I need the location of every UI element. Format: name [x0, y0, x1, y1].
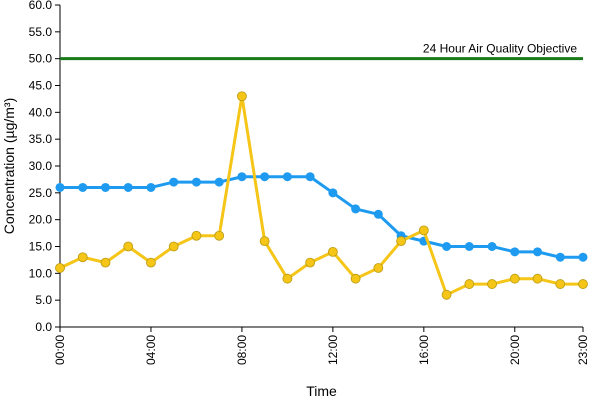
series-1-point: [305, 172, 315, 182]
series-2-point: [441, 289, 452, 300]
series-1-line: [60, 175, 583, 259]
series-1-point: [442, 242, 452, 251]
series-2-point: [305, 257, 316, 268]
series-1-point: [487, 242, 497, 251]
y-tick-label: 10.0: [29, 266, 53, 280]
series-1-point: [555, 252, 565, 262]
y-tick-label: 30.0: [29, 159, 53, 173]
y-tick-label: 0.0: [35, 320, 52, 334]
x-axis-ticks: 00:00 04:00 08:00 12:00 16:00 20:00 23:00: [53, 327, 590, 365]
series-2-point: [214, 230, 225, 241]
series-1-point: [510, 247, 520, 257]
series-2-point: [350, 273, 361, 284]
series-1-point: [533, 247, 543, 257]
x-axis-title: Time: [306, 383, 337, 399]
y-tick-label: 55.0: [29, 25, 53, 39]
series-2-point: [282, 273, 293, 284]
series-2-point: [373, 263, 384, 273]
x-tick-label: 04:00: [144, 335, 158, 365]
series-2-point: [259, 236, 270, 247]
series-1-point: [260, 172, 270, 182]
x-tick-label: 00:00: [53, 335, 67, 365]
series-1-point: [237, 172, 247, 182]
series-2-point: [327, 246, 338, 257]
series-1-point: [578, 252, 588, 262]
series-1-point: [191, 177, 201, 187]
series-1-point: [78, 182, 88, 192]
series-1-point: [55, 182, 65, 192]
series-1-point: [100, 182, 110, 192]
series-2-point: [168, 241, 179, 252]
series-layer: [55, 91, 588, 300]
series-2-point: [509, 273, 520, 284]
series-2-point: [578, 279, 588, 289]
series-2-point: [55, 263, 65, 273]
series-1-point: [282, 172, 292, 182]
y-axis-title: Concentration (µg/m³): [1, 98, 17, 234]
series-1-point: [328, 188, 338, 198]
series-2-line: [59, 94, 583, 297]
x-tick-label: 12:00: [326, 335, 340, 365]
series-1: [55, 172, 588, 262]
series-1-point: [214, 177, 224, 187]
series-1-point: [373, 209, 383, 219]
series-2-point: [418, 225, 429, 236]
y-tick-label: 60.0: [29, 0, 53, 12]
series-2-point: [146, 257, 156, 268]
series-2-point: [464, 279, 475, 289]
series-2-point: [532, 273, 543, 284]
series-2-point: [487, 279, 497, 289]
reference-line-label: 24 Hour Air Quality Objective: [423, 42, 577, 56]
series-2-point: [77, 252, 88, 263]
y-tick-label: 40.0: [29, 105, 53, 119]
x-tick-label: 08:00: [235, 335, 249, 365]
y-tick-label: 15.0: [29, 240, 53, 254]
series-2-point: [123, 241, 134, 252]
x-tick-label: 23:00: [576, 335, 590, 365]
y-tick-label: 50.0: [29, 52, 53, 66]
series-1-point: [146, 182, 156, 192]
y-tick-label: 25.0: [29, 186, 53, 200]
series-2-point: [555, 279, 566, 289]
series-1-point: [464, 242, 474, 251]
series-2-point: [100, 257, 111, 268]
y-tick-label: 45.0: [29, 79, 53, 93]
y-tick-label: 35.0: [29, 132, 53, 146]
series-1-point: [123, 182, 133, 192]
y-axis-ticks: 0.0 5.0 10.0 15.0 20.0 25.0 30.0 35.0 40.0 45.0 50…: [29, 0, 60, 334]
x-tick-label: 20:00: [508, 335, 522, 365]
x-tick-label: 16:00: [417, 335, 431, 365]
series-2: [55, 91, 588, 300]
y-tick-label: 5.0: [35, 293, 52, 307]
series-2-point: [237, 91, 247, 102]
series-2-point: [396, 236, 406, 247]
series-1-point: [169, 177, 179, 187]
series-2-point: [191, 230, 202, 241]
y-tick-label: 20.0: [29, 213, 53, 227]
series-1-point: [351, 204, 361, 214]
